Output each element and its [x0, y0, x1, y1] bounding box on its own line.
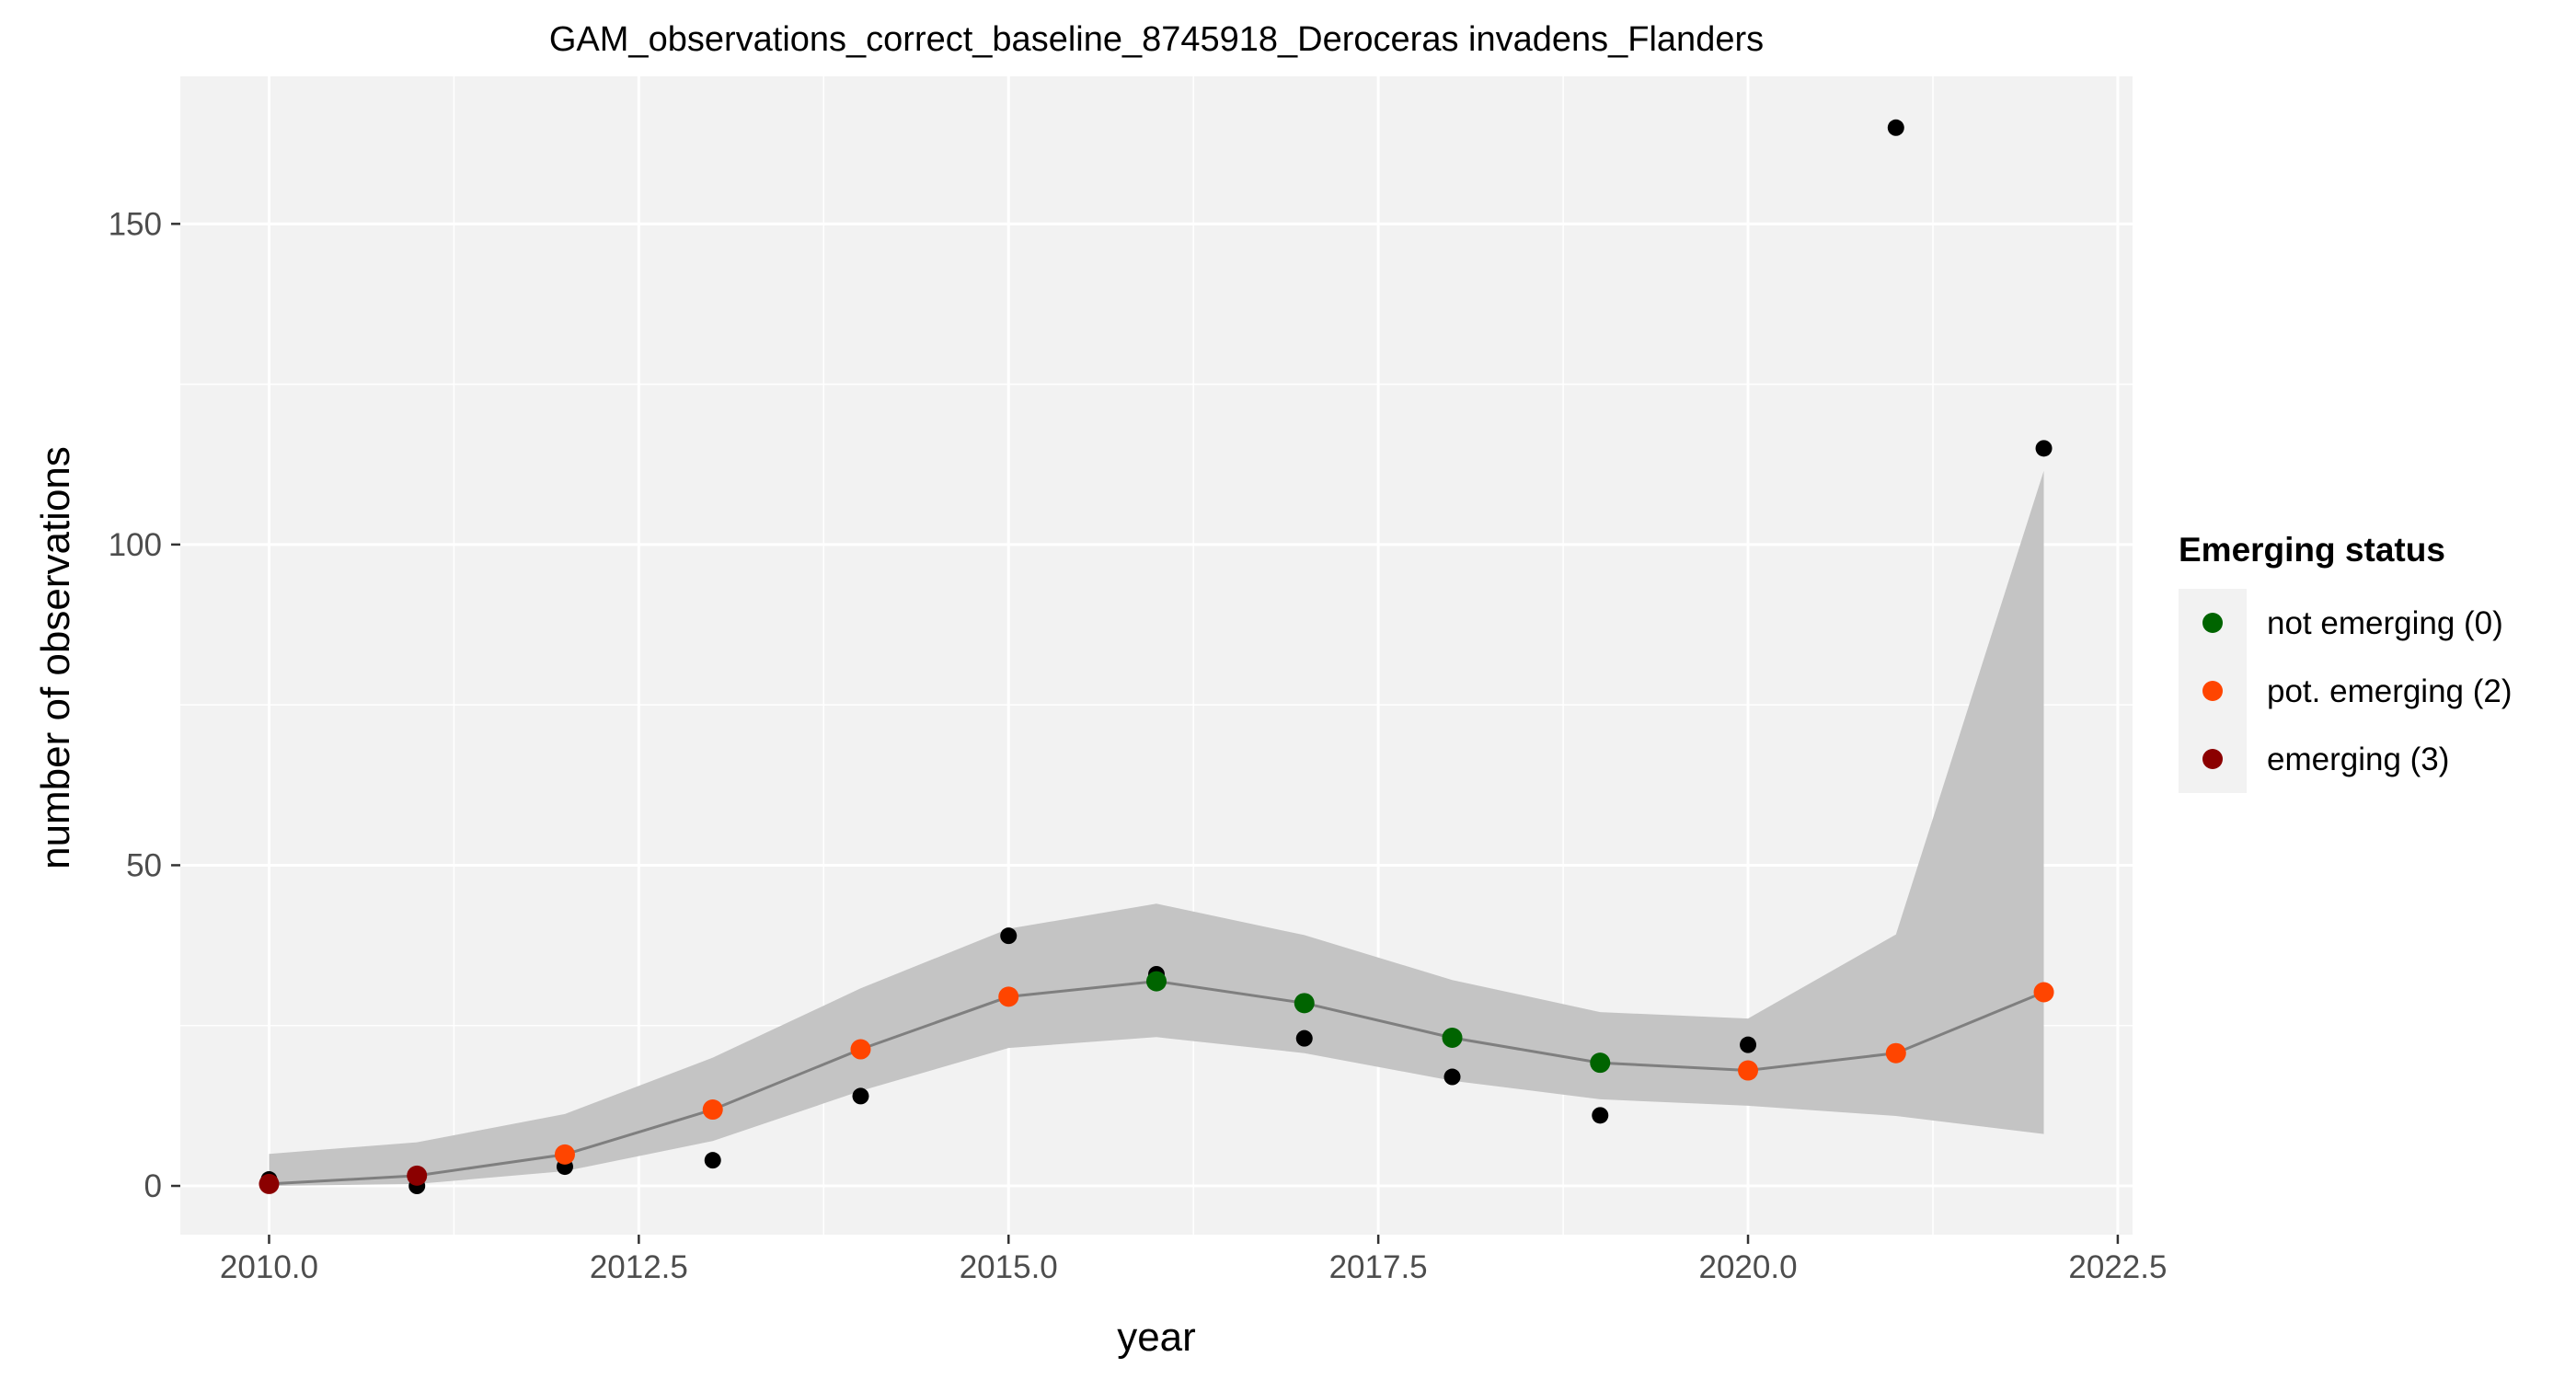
fitted-point	[407, 1165, 428, 1186]
observed-point	[704, 1152, 721, 1169]
x-tick-label: 2012.5	[590, 1249, 688, 1285]
fitted-point	[1590, 1052, 1611, 1074]
legend-swatch	[2202, 749, 2223, 769]
x-axis-label: year	[1117, 1315, 1196, 1360]
x-axis: 2010.0 2012.5 2015.0 2017.5 2020.0 2022.5	[220, 1235, 2167, 1285]
y-tick-label: 50	[126, 847, 162, 883]
plot-panel	[180, 76, 2133, 1235]
y-axis: 0 50 100 150	[109, 206, 180, 1204]
x-tick-label: 2010.0	[220, 1249, 318, 1285]
observed-point	[1740, 1036, 1757, 1053]
x-tick-label: 2015.0	[960, 1249, 1058, 1285]
x-tick-label: 2020.0	[1698, 1249, 1797, 1285]
fitted-point	[259, 1173, 280, 1194]
legend-label: emerging (3)	[2267, 742, 2449, 777]
fitted-point	[850, 1039, 871, 1060]
y-tick-label: 150	[109, 206, 162, 242]
legend-title: Emerging status	[2179, 531, 2445, 569]
fitted-point	[702, 1099, 723, 1121]
observed-point	[1000, 927, 1018, 945]
y-tick-label: 0	[144, 1168, 162, 1204]
legend-label: not emerging (0)	[2267, 605, 2503, 641]
y-tick-label: 100	[109, 527, 162, 563]
observed-point	[2035, 440, 2053, 457]
legend-label: pot. emerging (2)	[2267, 673, 2513, 709]
fitted-point	[1738, 1060, 1759, 1081]
x-tick-label: 2022.5	[2068, 1249, 2167, 1285]
x-tick-label: 2017.5	[1329, 1249, 1428, 1285]
fitted-point	[1442, 1027, 1463, 1048]
fitted-point	[554, 1144, 575, 1165]
fitted-point	[998, 986, 1019, 1007]
observed-point	[852, 1087, 869, 1105]
fitted-point	[2033, 982, 2054, 1003]
legend-swatch	[2202, 681, 2223, 701]
fitted-point	[1885, 1042, 1906, 1064]
legend-swatch	[2202, 613, 2223, 633]
legend: Emerging status not emerging (0) pot. eme…	[2179, 531, 2513, 793]
observed-point	[1887, 119, 1904, 136]
observed-point	[1443, 1068, 1461, 1086]
observed-point	[1592, 1107, 1609, 1124]
fitted-point	[1146, 971, 1167, 992]
y-axis-label: number of observations	[33, 446, 78, 869]
observed-point	[1295, 1029, 1313, 1047]
fitted-point	[1294, 993, 1315, 1014]
chart-title: GAM_observations_correct_baseline_874591…	[549, 20, 1764, 59]
